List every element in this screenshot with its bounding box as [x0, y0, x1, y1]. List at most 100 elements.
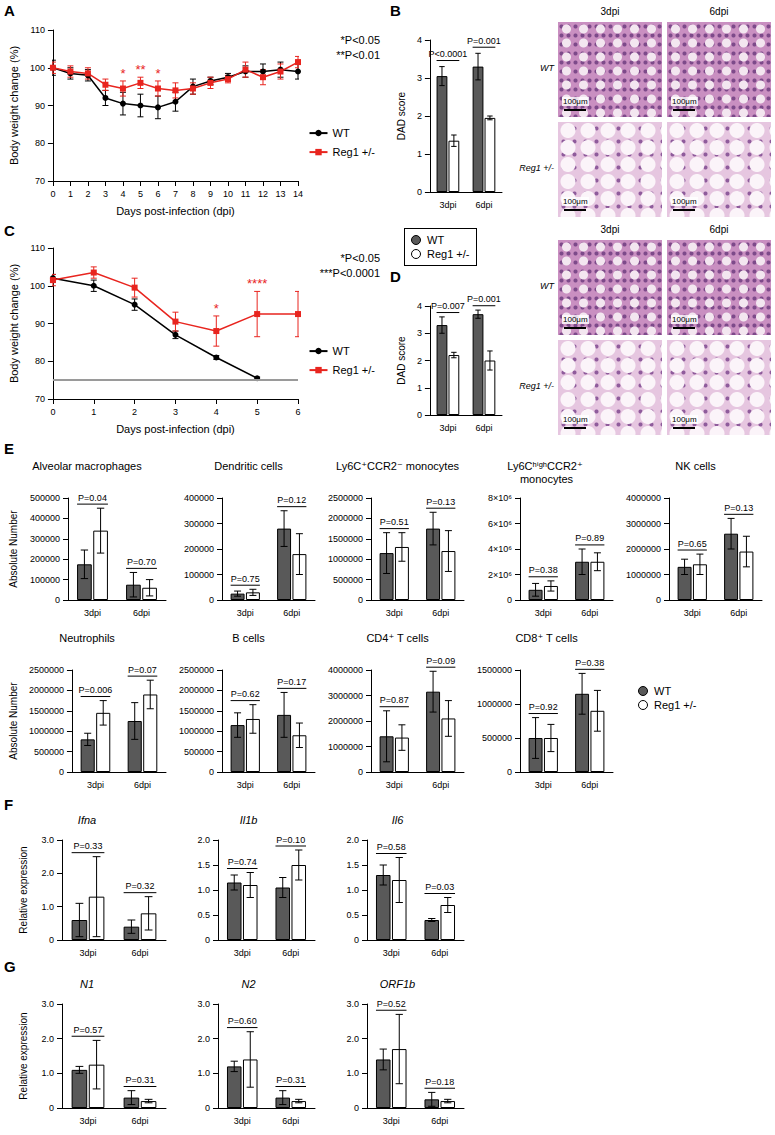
svg-text:P=0.31: P=0.31 [276, 1075, 305, 1085]
svg-text:0.5: 0.5 [346, 910, 359, 920]
svg-text:P=0.75: P=0.75 [231, 574, 260, 584]
svg-text:2.0: 2.0 [41, 1034, 54, 1044]
svg-text:4×10⁶: 4×10⁶ [488, 544, 512, 554]
svg-text:1: 1 [68, 189, 73, 199]
svg-text:1.0: 1.0 [197, 885, 210, 895]
svg-text:P=0.51: P=0.51 [380, 517, 409, 527]
svg-text:P=0.58: P=0.58 [377, 842, 406, 852]
svg-text:1: 1 [91, 407, 96, 417]
svg-text:*: * [155, 66, 160, 81]
svg-text:P=0.001: P=0.001 [467, 294, 501, 304]
svg-text:3.0: 3.0 [41, 835, 54, 845]
svg-text:13: 13 [275, 189, 285, 199]
svg-text:0: 0 [358, 767, 363, 777]
svg-text:6dpi: 6dpi [475, 200, 492, 210]
svg-text:8×10⁶: 8×10⁶ [488, 493, 512, 503]
svg-text:6dpi: 6dpi [282, 1116, 299, 1126]
svg-text:3: 3 [173, 407, 178, 417]
svg-text:2: 2 [417, 356, 422, 366]
svg-text:1000000: 1000000 [626, 570, 661, 580]
svg-text:Relative expression: Relative expression [18, 1012, 29, 1099]
svg-text:70: 70 [35, 176, 45, 186]
svg-text:0: 0 [55, 595, 60, 605]
svg-text:P<0.0001: P<0.0001 [429, 49, 468, 59]
svg-text:10: 10 [223, 189, 233, 199]
svg-text:****: **** [247, 276, 267, 291]
svg-text:1.0: 1.0 [41, 902, 54, 912]
svg-text:P=0.57: P=0.57 [74, 1025, 103, 1035]
svg-text:WT: WT [333, 127, 350, 139]
svg-text:200000: 200000 [184, 544, 214, 554]
svg-text:*: * [120, 66, 125, 81]
svg-text:P=0.12: P=0.12 [277, 495, 306, 505]
svg-text:6: 6 [155, 189, 160, 199]
svg-text:2500000: 2500000 [29, 665, 64, 675]
svg-text:NK cells: NK cells [675, 460, 716, 472]
svg-text:4: 4 [417, 35, 422, 45]
svg-text:B cells: B cells [232, 632, 265, 644]
svg-text:6dpi: 6dpi [431, 948, 448, 958]
svg-text:3000000: 3000000 [626, 519, 661, 529]
svg-text:*P<0.05: *P<0.05 [341, 252, 380, 264]
svg-text:300000: 300000 [184, 519, 214, 529]
svg-text:2: 2 [132, 407, 137, 417]
svg-text:6dpi: 6dpi [730, 608, 747, 618]
svg-text:4: 4 [120, 189, 125, 199]
svg-text:12: 12 [258, 189, 268, 199]
svg-text:6dpi: 6dpi [131, 948, 148, 958]
svg-text:Body weight change (%): Body weight change (%) [8, 264, 20, 383]
svg-text:6dpi: 6dpi [581, 608, 598, 618]
svg-text:5: 5 [255, 407, 260, 417]
svg-text:2.0: 2.0 [346, 1034, 359, 1044]
svg-text:3: 3 [417, 328, 422, 338]
svg-text:monocytes: monocytes [520, 473, 574, 485]
svg-text:Body weight change (%): Body weight change (%) [8, 46, 20, 165]
svg-text:0: 0 [417, 410, 422, 420]
svg-text:P=0.007: P=0.007 [431, 301, 465, 311]
svg-text:2000000: 2000000 [328, 513, 363, 523]
svg-text:400000: 400000 [184, 493, 214, 503]
svg-text:0: 0 [358, 595, 363, 605]
svg-text:Absolute Number: Absolute Number [8, 510, 19, 588]
svg-text:500000: 500000 [34, 747, 64, 757]
svg-text:4000000: 4000000 [328, 665, 363, 675]
svg-text:3dpi: 3dpi [439, 423, 456, 433]
svg-text:P=0.32: P=0.32 [126, 881, 155, 891]
svg-text:500000: 500000 [30, 493, 60, 503]
svg-text:N2: N2 [241, 978, 255, 990]
svg-text:8: 8 [190, 189, 195, 199]
svg-text:P=0.03: P=0.03 [425, 882, 454, 892]
svg-text:400000: 400000 [30, 513, 60, 523]
svg-text:ORF1b: ORF1b [380, 978, 415, 990]
svg-text:P=0.74: P=0.74 [228, 857, 257, 867]
svg-text:80: 80 [35, 138, 45, 148]
svg-text:0: 0 [50, 407, 55, 417]
svg-text:100000: 100000 [184, 570, 214, 580]
svg-text:P=0.65: P=0.65 [678, 539, 707, 549]
svg-text:P=0.18: P=0.18 [425, 1077, 454, 1087]
svg-text:6: 6 [295, 407, 300, 417]
svg-text:3dpi: 3dpi [386, 780, 403, 790]
svg-text:6dpi: 6dpi [431, 1116, 448, 1126]
svg-text:Il1b: Il1b [240, 814, 258, 826]
svg-text:P=0.89: P=0.89 [575, 533, 604, 543]
svg-text:3dpi: 3dpi [439, 200, 456, 210]
svg-text:Il6: Il6 [392, 814, 405, 826]
svg-text:Dendritic cells: Dendritic cells [214, 460, 283, 472]
svg-text:7: 7 [173, 189, 178, 199]
svg-text:1.0: 1.0 [41, 1068, 54, 1078]
svg-text:1000000: 1000000 [29, 726, 64, 736]
svg-text:P=0.62: P=0.62 [231, 689, 260, 699]
svg-text:0: 0 [354, 1103, 359, 1113]
svg-text:3.0: 3.0 [346, 999, 359, 1009]
svg-text:0: 0 [507, 767, 512, 777]
svg-text:4: 4 [417, 301, 422, 311]
svg-text:300000: 300000 [30, 534, 60, 544]
svg-text:6dpi: 6dpi [282, 948, 299, 958]
svg-text:P=0.38: P=0.38 [575, 658, 604, 668]
svg-text:Neutrophils: Neutrophils [59, 632, 115, 644]
svg-text:0.5: 0.5 [197, 910, 210, 920]
svg-text:6dpi: 6dpi [131, 1116, 148, 1126]
svg-text:1.5: 1.5 [197, 860, 210, 870]
svg-text:200000: 200000 [30, 554, 60, 564]
